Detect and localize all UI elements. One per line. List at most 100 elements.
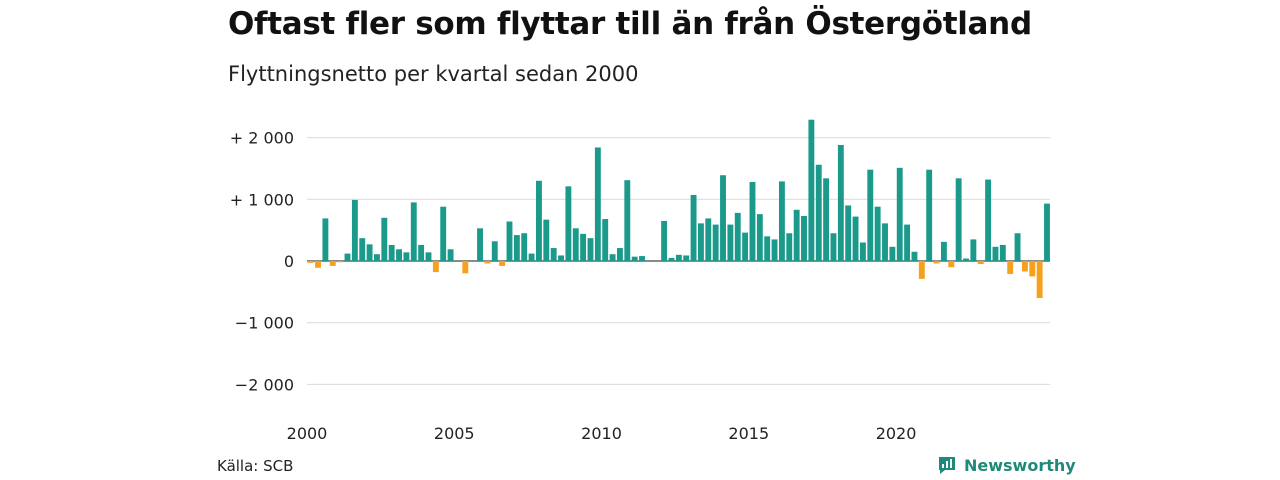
y-tick-label: + 1 000 [230,190,294,209]
y-tick-label: −1 000 [235,314,294,333]
bar [955,178,962,261]
bar [543,219,550,261]
bar-series [307,119,1050,299]
bar [985,179,992,261]
bar [624,180,631,261]
bar [948,261,955,268]
y-tick-label: + 2 000 [230,129,294,148]
bar [447,249,454,261]
bar [859,242,866,261]
bar [440,206,447,261]
x-tick-label: 2020 [876,424,917,443]
bar [992,246,999,261]
bar [720,175,726,261]
bar [823,178,830,261]
bar [639,256,645,261]
bar [1021,261,1028,272]
bar [609,254,616,261]
x-tick-label: 2005 [434,424,475,443]
bar [793,209,800,261]
bar [867,169,874,261]
bar [528,253,535,261]
bar [926,169,933,261]
bar [727,224,734,261]
bar [970,239,977,261]
chart-title: Oftast fler som flyttar till än från Öst… [228,6,1032,42]
bar [410,202,417,261]
bar [396,249,402,261]
brand-logo[interactable]: Newsworthy [937,455,1076,475]
bar [521,233,528,261]
y-tick-label: 0 [284,252,294,271]
bar [432,261,439,273]
bar [307,261,314,263]
bar [631,256,638,261]
bar [388,244,395,261]
bar [1014,233,1021,261]
bar [661,220,668,261]
x-tick-label: 2015 [728,424,769,443]
bar [830,233,837,261]
bar [484,261,491,264]
chart-subtitle: Flyttningsnetto per kvartal sedan 2000 [228,62,639,86]
bar [572,228,579,261]
bar [918,261,925,279]
bar [749,182,756,261]
bar [1044,203,1050,261]
bar [344,253,351,261]
bar [764,236,771,261]
bar [513,235,520,261]
bar [418,244,425,261]
bar [668,257,675,261]
bar [506,221,513,261]
bar [315,261,321,268]
bar [808,119,815,262]
bar [705,218,712,261]
bar [329,261,336,266]
x-axis: 2000 2005 2010 2015 2020 [287,424,917,443]
bar [558,255,564,261]
bar [550,248,557,261]
bar [977,261,984,265]
bar [425,252,432,261]
bar [845,205,852,261]
bar [815,164,822,261]
y-tick-label: −2 000 [235,375,294,394]
bar [381,217,388,261]
bar [778,181,785,261]
bar [499,261,506,266]
bar [359,238,366,261]
bar [874,206,881,261]
source-note: Källa: SCB [217,457,294,475]
bar [587,238,594,261]
bar [351,199,358,261]
bar [837,145,844,261]
bar [712,224,719,261]
bar [1036,261,1043,299]
bar [491,241,498,261]
x-tick-label: 2000 [287,424,328,443]
bar [999,244,1006,261]
bar [697,223,704,261]
bar [403,252,410,261]
bar [536,180,542,261]
brand-name: Newsworthy [964,455,1076,475]
bar [477,228,483,261]
bar [337,261,344,263]
bar [690,194,697,261]
y-axis: + 2 000 + 1 000 0 −1 000 −2 000 [230,129,294,395]
bar [322,218,329,261]
bar [882,223,888,261]
bar [756,214,763,261]
bar [889,246,896,261]
bar [786,233,793,261]
bar [742,232,749,261]
bar [940,241,947,261]
bar [771,239,778,261]
bar [911,251,918,261]
bar [565,186,572,261]
bar [1029,261,1036,277]
bar [366,244,373,261]
bar [852,216,859,261]
